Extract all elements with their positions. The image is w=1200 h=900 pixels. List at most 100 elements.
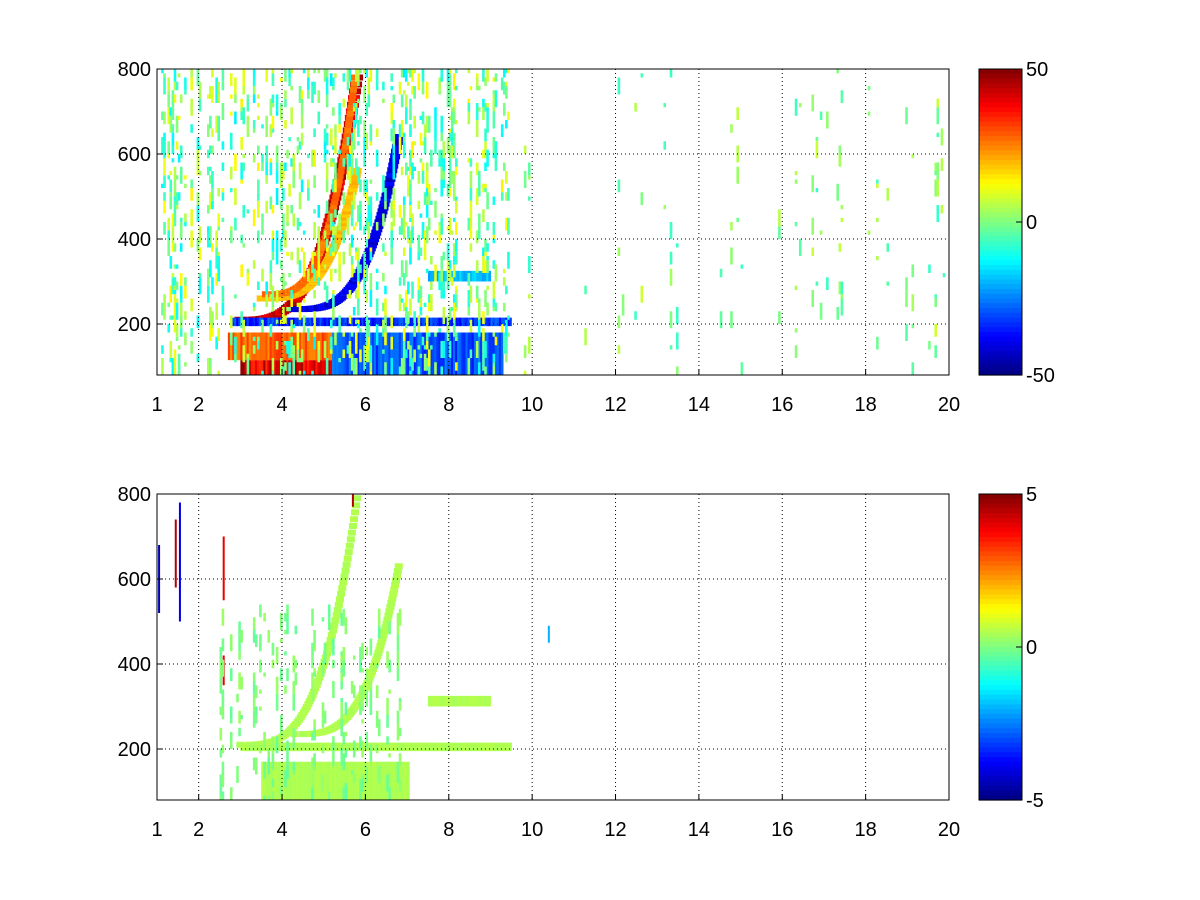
heatmap-cell xyxy=(527,162,531,176)
heatmap-cell xyxy=(302,298,306,303)
heatmap-cell xyxy=(288,183,291,197)
heatmap-cell xyxy=(359,685,362,703)
heatmap-cell xyxy=(284,362,287,371)
heatmap-cell xyxy=(369,689,373,707)
heatmap-cell xyxy=(198,81,202,99)
heatmap-cell xyxy=(815,141,819,159)
colorbar-segment xyxy=(979,756,1022,763)
heatmap-band xyxy=(252,317,256,327)
heatmap-cell xyxy=(175,336,179,341)
heatmap-cell xyxy=(252,94,256,103)
colorbar-segment xyxy=(979,795,1022,801)
heatmap-cell xyxy=(398,366,402,375)
heatmap-cell xyxy=(271,69,275,74)
heatmap-cell xyxy=(242,319,246,337)
heatmap-cell xyxy=(265,175,268,184)
heatmap-cell xyxy=(425,205,429,218)
heatmap-cell xyxy=(730,247,733,265)
heatmap-ridge xyxy=(350,175,360,182)
colorbar-segment xyxy=(979,742,1022,749)
heatmap-band xyxy=(290,761,293,800)
heatmap-cell xyxy=(271,307,275,312)
heatmap-band xyxy=(434,695,437,707)
heatmap-cell xyxy=(329,128,333,146)
heatmap-cell xyxy=(494,73,498,82)
heatmap-cell xyxy=(279,668,283,681)
heatmap-cell xyxy=(163,294,166,312)
heatmap-band xyxy=(467,332,471,375)
colorbar-segment xyxy=(979,355,1022,362)
heatmap-band xyxy=(463,332,466,375)
heatmap-cell xyxy=(425,315,429,333)
heatmap-cell xyxy=(269,324,273,337)
heatmap-band xyxy=(486,695,489,707)
heatmap-cell xyxy=(313,128,316,137)
heatmap-cell xyxy=(450,111,454,129)
heatmap-cell xyxy=(407,69,410,74)
heatmap-cell xyxy=(179,166,183,184)
heatmap-cell xyxy=(411,86,414,95)
heatmap-ridge xyxy=(375,646,384,653)
heatmap-cell xyxy=(173,277,177,286)
heatmap-cell xyxy=(238,651,241,660)
heatmap-cell xyxy=(313,175,316,188)
heatmap-band xyxy=(248,360,252,375)
x-tick-label: 12 xyxy=(604,819,626,841)
heatmap-cell xyxy=(169,196,173,210)
heatmap-cell xyxy=(267,795,271,800)
heatmap-cell xyxy=(398,727,402,737)
heatmap-cell xyxy=(167,77,171,91)
heatmap-band xyxy=(300,360,304,375)
heatmap-cell xyxy=(279,239,283,252)
heatmap-cell xyxy=(396,723,400,741)
heatmap-cell xyxy=(417,251,421,261)
heatmap-band xyxy=(254,332,258,361)
heatmap-cell xyxy=(321,617,325,622)
colorbar-segment xyxy=(979,608,1022,615)
heatmap-band xyxy=(442,742,446,752)
heatmap-band xyxy=(430,742,433,752)
heatmap-cell xyxy=(407,175,410,188)
heatmap-cell xyxy=(492,90,496,95)
heatmap-cell xyxy=(392,209,396,227)
heatmap-band xyxy=(309,742,312,752)
heatmap-cell xyxy=(405,307,408,312)
heatmap-cell xyxy=(350,217,354,227)
heatmap-ridge xyxy=(335,596,344,603)
heatmap-cell xyxy=(482,247,485,256)
colorbar-segment xyxy=(979,565,1022,572)
heatmap-cell xyxy=(419,115,423,120)
heatmap-cell xyxy=(492,362,496,367)
heatmap-cell xyxy=(217,128,221,142)
heatmap-cell xyxy=(229,166,233,180)
grid-lines xyxy=(157,69,949,375)
heatmap-cell xyxy=(405,162,408,176)
heatmap-band xyxy=(492,742,496,752)
heatmap-cell xyxy=(338,315,341,333)
heatmap-band xyxy=(423,317,427,327)
heatmap-cell xyxy=(384,366,387,375)
heatmap-cell xyxy=(311,81,314,86)
heatmap-ridge xyxy=(383,184,394,191)
heatmap-cell xyxy=(450,107,454,112)
heatmap-band xyxy=(380,742,383,752)
heatmap-cell xyxy=(313,149,316,167)
heatmap-cell xyxy=(190,341,193,354)
heatmap-band xyxy=(286,360,289,375)
heatmap-cell xyxy=(321,659,325,677)
heatmap-cell xyxy=(284,689,287,694)
heatmap-band xyxy=(325,317,329,327)
heatmap-band xyxy=(273,317,277,327)
heatmap-cell xyxy=(440,281,444,299)
heatmap-band xyxy=(417,742,421,752)
heatmap-ridge xyxy=(392,577,401,584)
heatmap-cell xyxy=(171,124,175,133)
heatmap-band xyxy=(375,761,379,800)
heatmap-cell xyxy=(352,268,356,273)
heatmap-band xyxy=(465,695,469,707)
heatmap-cell xyxy=(173,285,177,290)
heatmap-ridge xyxy=(350,178,360,185)
heatmap-cell xyxy=(386,698,389,715)
heatmap-cell xyxy=(405,222,408,227)
heatmap-cell xyxy=(452,141,456,159)
